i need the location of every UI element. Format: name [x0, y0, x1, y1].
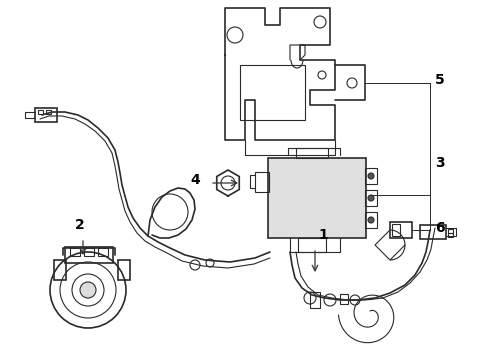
Bar — [448, 229, 453, 233]
Bar — [255, 172, 269, 192]
Bar — [420, 225, 446, 239]
Circle shape — [80, 282, 96, 298]
Text: 4: 4 — [190, 173, 200, 187]
Text: 2: 2 — [75, 218, 85, 232]
Bar — [84, 248, 94, 256]
Text: 1: 1 — [318, 228, 328, 242]
Bar — [98, 248, 108, 256]
Bar — [65, 247, 113, 263]
Bar — [365, 168, 377, 184]
Circle shape — [368, 173, 374, 179]
Bar — [268, 158, 366, 238]
Bar — [340, 294, 348, 304]
Bar — [365, 190, 377, 206]
Bar — [46, 110, 51, 114]
Bar — [298, 238, 326, 252]
Bar — [310, 292, 320, 308]
Text: 6: 6 — [435, 221, 444, 235]
Bar — [392, 224, 400, 236]
Bar — [118, 260, 130, 280]
Bar — [448, 233, 453, 237]
Bar — [54, 260, 66, 280]
Bar — [35, 108, 57, 122]
Text: 3: 3 — [435, 156, 444, 170]
Bar — [390, 222, 412, 238]
Circle shape — [368, 217, 374, 223]
Bar — [70, 248, 80, 256]
Bar — [38, 110, 43, 114]
Bar — [365, 212, 377, 228]
Bar — [296, 148, 328, 158]
Bar — [240, 65, 305, 120]
Text: 5: 5 — [435, 73, 445, 87]
Circle shape — [368, 195, 374, 201]
